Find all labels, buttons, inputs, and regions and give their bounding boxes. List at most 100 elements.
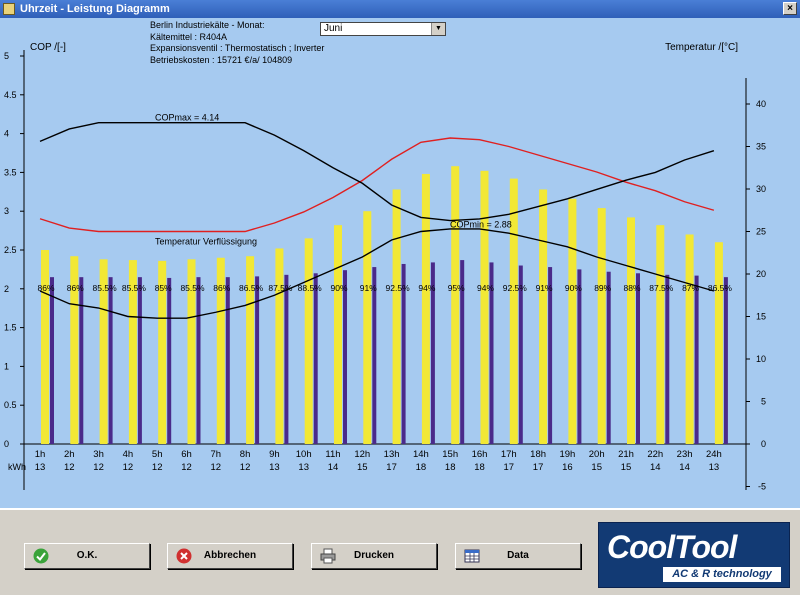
outdoor-temp-label: 15 <box>621 462 632 473</box>
right-tick-label: 10 <box>756 354 766 364</box>
bar-yellow <box>509 178 518 444</box>
hour-label: 19h <box>559 449 575 460</box>
outdoor-temp-label: 14 <box>679 462 690 473</box>
chevron-down-icon[interactable]: ▼ <box>431 23 445 35</box>
left-tick-label: 4 <box>4 129 9 139</box>
efficiency-label: 92.5% <box>503 283 528 293</box>
bar-navy <box>518 265 523 444</box>
bar-yellow <box>99 259 108 444</box>
chart-info: Berlin Industriekälte - Monat: Kältemitt… <box>150 20 324 66</box>
hour-label: 13h <box>384 449 400 460</box>
outdoor-temp-label: 12 <box>93 462 104 473</box>
bar-navy <box>137 277 142 444</box>
efficiency-label: 85.5% <box>122 283 147 293</box>
bar-yellow <box>41 250 49 444</box>
outdoor-temp-label: 12 <box>152 462 163 473</box>
right-tick-label: 30 <box>756 184 766 194</box>
bar-yellow <box>216 257 225 444</box>
bar-navy <box>401 263 406 444</box>
series-cop <box>39 122 715 222</box>
hour-label: 22h <box>647 449 663 460</box>
bar-yellow <box>685 234 694 444</box>
print-button[interactable]: Drucken <box>311 543 437 569</box>
hour-label: 5h <box>152 449 163 460</box>
outdoor-temp-label: 13 <box>269 462 280 473</box>
efficiency-label: 86% <box>37 283 54 293</box>
hour-label: 2h <box>64 449 75 460</box>
bar-navy <box>167 277 172 444</box>
bar-navy <box>372 267 377 444</box>
bar-yellow <box>70 256 79 444</box>
bar-navy <box>284 274 289 444</box>
unit-label: kWh <box>8 462 26 472</box>
bar-yellow <box>187 259 196 444</box>
efficiency-label: 86% <box>213 283 230 293</box>
outdoor-temp-label: 12 <box>211 462 222 473</box>
bar-yellow <box>304 238 313 444</box>
efficiency-label: 86% <box>67 283 84 293</box>
series-condensing-temp <box>39 137 715 233</box>
bar-navy <box>343 270 347 444</box>
outdoor-temp-label: 14 <box>328 462 339 473</box>
close-button[interactable]: × <box>783 2 797 15</box>
right-tick-label: -5 <box>758 482 766 492</box>
right-tick-label: 5 <box>761 397 766 407</box>
bar-yellow <box>392 189 401 444</box>
hour-label: 11h <box>325 449 340 460</box>
chart: 0 0.5 1 1.5 2 2.5 3 3.5 4 4.5 5 -5 0 5 10 15 20 25 30 35 40 C… <box>4 42 766 492</box>
bar-navy <box>196 277 201 444</box>
cop-max-label: COPmax = 4.14 <box>155 112 219 122</box>
outdoor-temp-label: 15 <box>357 462 368 473</box>
left-tick-label: 1.5 <box>4 323 17 333</box>
ok-button[interactable]: O.K. <box>24 543 150 569</box>
bar-yellow <box>714 242 723 444</box>
efficiency-label: 86.5% <box>708 283 733 293</box>
efficiency-label: 88.5% <box>298 283 323 293</box>
hour-label: 16h <box>472 449 488 460</box>
efficiency-label: 89% <box>594 283 611 293</box>
outdoor-temp-label: 18 <box>445 462 456 473</box>
bar-yellow <box>158 260 167 444</box>
hour-label: 18h <box>530 449 546 460</box>
right-tick-label: 40 <box>756 99 766 109</box>
left-tick-label: 5 <box>4 51 9 61</box>
bar-yellow <box>627 217 635 444</box>
bar-yellow <box>539 189 548 444</box>
outdoor-temp-label: 13 <box>298 462 309 473</box>
month-select[interactable]: Juni ▼ <box>320 22 446 36</box>
button-bar: O.K. Abbrechen Drucken Data CoolTool AC … <box>0 508 800 595</box>
outdoor-temp-label: 13 <box>35 462 46 473</box>
efficiency-label: 91% <box>536 283 553 293</box>
bar-yellow <box>656 225 665 444</box>
left-tick-label: 2.5 <box>4 245 17 255</box>
right-tick-label: 0 <box>761 439 766 449</box>
expansion-label: Expansionsventil : Thermostatisch ; Inve… <box>150 43 325 53</box>
efficiency-label: 85.5% <box>180 283 205 293</box>
cancel-button[interactable]: Abbrechen <box>167 543 293 569</box>
data-label: Data <box>507 550 529 561</box>
hour-label: 21h <box>618 449 634 460</box>
bar-navy <box>225 277 230 444</box>
outdoor-temp-label: 15 <box>591 462 602 473</box>
bar-navy <box>79 277 84 444</box>
right-tick-label: 25 <box>756 227 766 237</box>
outdoor-temp-label: 14 <box>650 462 661 473</box>
efficiency-label: 94% <box>418 283 435 293</box>
right-tick-label: 15 <box>756 312 766 322</box>
app-icon <box>3 3 15 15</box>
outdoor-temp-label: 13 <box>709 462 720 473</box>
efficiency-label: 92.5% <box>386 283 411 293</box>
refrigerant-label: Kältemittel : R404A <box>150 31 228 42</box>
bar-yellow <box>246 256 255 444</box>
hour-label: 17h <box>501 449 517 460</box>
location-label: Berlin Industriekälte - Monat: <box>150 20 265 30</box>
month-value: Juni <box>324 23 343 34</box>
bar-yellow <box>421 173 430 444</box>
left-axis-label: COP /[-] <box>30 42 66 53</box>
efficiency-label: 85% <box>155 283 172 293</box>
left-tick-label: 3 <box>4 206 9 216</box>
data-button[interactable]: Data <box>455 543 581 569</box>
hour-label: 20h <box>589 449 605 460</box>
right-axis-label: Temperatur /[°C] <box>665 42 738 53</box>
bar-navy <box>665 274 670 444</box>
